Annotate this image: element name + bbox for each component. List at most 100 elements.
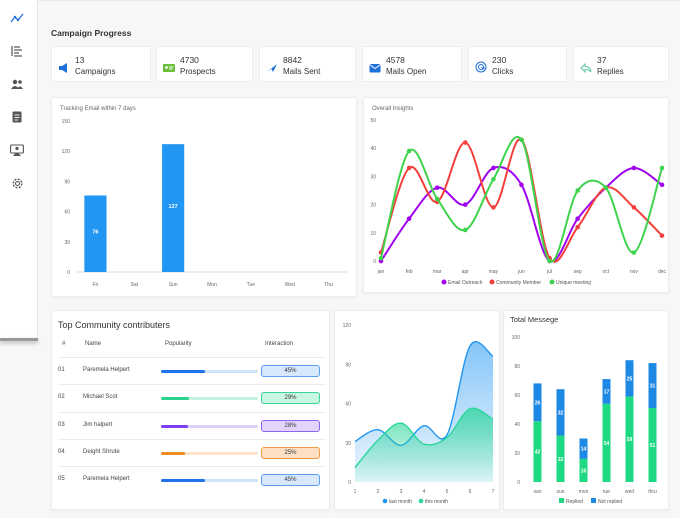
bar-segment — [625, 360, 634, 397]
y-tick-label: 50 — [370, 118, 376, 124]
bar-segment — [625, 396, 634, 482]
popularity-bar — [161, 370, 258, 373]
data-point — [463, 140, 468, 145]
gear-icon[interactable] — [9, 175, 25, 191]
series-line — [354, 341, 494, 447]
stat-value: 4578 — [386, 55, 405, 65]
analytics-icon[interactable] — [9, 10, 25, 26]
popularity-bar — [161, 451, 258, 455]
legend-marker — [441, 279, 447, 285]
y-tick-label: 40 — [514, 422, 520, 428]
sidebar-edge — [0, 338, 38, 341]
x-tick-label: Sat — [131, 282, 139, 288]
column-header[interactable]: Name — [85, 341, 102, 347]
x-tick-label: jun — [517, 269, 525, 275]
x-tick-label: mar — [433, 269, 442, 275]
contributor-name[interactable]: Paremela Helpert — [83, 367, 130, 373]
bar-value-label: 26 — [535, 400, 541, 406]
y-tick-label: 0 — [517, 480, 520, 486]
data-point — [406, 216, 412, 221]
tracking-bar-chart: 0 30 60 90 120 150 Fri 76 Sat Sun 127 Mon Tue Wed Thu — [62, 119, 348, 288]
stat-label: Replies — [597, 67, 624, 76]
tracking-chart-title: Tracking Email within 7 days — [60, 106, 136, 112]
x-tick-label: 4 — [423, 489, 426, 495]
contributor-name[interactable]: Paremela Helpert — [83, 476, 130, 483]
stat-label: Campaigns — [75, 67, 116, 76]
stat-card-replies[interactable]: 37 Replies — [573, 46, 669, 82]
tracking-email-card: Tracking Email within 7 days 0 30 60 90 120 1… — [51, 97, 357, 297]
x-tick-label: san — [533, 489, 541, 495]
interaction-badge: 45% — [261, 365, 320, 377]
contributor-name[interactable]: Jim halpert — [83, 421, 113, 428]
data-point — [406, 148, 412, 154]
y-tick-label: 20 — [514, 451, 520, 457]
bar-value-label: 32 — [558, 457, 564, 463]
contributor-name[interactable]: Michael Scot — [83, 394, 118, 401]
popularity-fill — [161, 451, 186, 455]
x-tick-label: 1 — [354, 489, 357, 495]
y-tick-label: 30 — [345, 441, 351, 447]
users-icon[interactable] — [9, 76, 25, 92]
x-tick-label: Sun — [169, 282, 178, 288]
document-icon[interactable] — [9, 109, 25, 125]
stat-label: Mails Open — [386, 67, 427, 76]
row-number: 02 — [58, 394, 65, 401]
popularity-fill — [161, 479, 205, 483]
stat-card-prospects[interactable]: 4730 Prospects — [156, 46, 253, 82]
column-header[interactable]: Interaction — [265, 341, 294, 347]
stat-card-mails-sent[interactable]: 8842 Mails Sent — [259, 46, 356, 82]
data-point — [463, 227, 468, 233]
insights-chart-title: Overall Insights — [372, 106, 414, 112]
bar-value-label: 59 — [627, 437, 633, 443]
stat-card-clicks[interactable]: 230 Clicks — [468, 46, 567, 82]
data-point — [434, 196, 440, 202]
stat-card-campaigns[interactable]: 13 Campaigns — [51, 46, 151, 82]
bar-segment — [533, 421, 542, 482]
bar-value-label: 54 — [604, 441, 610, 447]
insights-line-chart: 0 10 20 30 40 50 jan feb mar apr may jun jul sep oct no… — [370, 118, 666, 286]
row-number: 01 — [58, 367, 65, 373]
contributors-title: Top Community contributers — [58, 320, 171, 330]
bar-value-label: 31 — [650, 384, 656, 390]
list-icon[interactable] — [9, 43, 25, 59]
megaphone-icon — [58, 60, 70, 73]
y-tick-label: 40 — [370, 146, 376, 152]
mail-open-icon — [369, 60, 381, 73]
column-header[interactable]: Popularity — [165, 341, 192, 347]
bar-segment — [556, 435, 565, 482]
data-point — [575, 188, 580, 193]
column-header[interactable]: # — [62, 341, 66, 347]
x-tick-label: thru — [648, 489, 657, 495]
series-line — [380, 136, 663, 263]
y-tick-label: 30 — [64, 240, 70, 246]
x-tick-label: wed — [625, 489, 634, 495]
x-tick-label: sun — [556, 489, 564, 495]
stat-card-mails-open[interactable]: 4578 Mails Open — [362, 46, 462, 82]
data-point — [631, 165, 637, 171]
data-point — [519, 182, 524, 188]
y-tick-label: 100 — [512, 335, 521, 341]
legend-label: Community Member — [496, 280, 541, 286]
x-tick-label: sep — [574, 269, 582, 275]
x-tick-label: Mon — [207, 282, 217, 288]
x-tick-label: 6 — [469, 489, 472, 495]
bar-value-label: 17 — [604, 389, 610, 395]
data-point — [659, 165, 665, 171]
popularity-bar — [161, 479, 258, 483]
contributor-name[interactable]: Deight Shrute — [83, 448, 120, 455]
interaction-badge: 29% — [261, 392, 320, 405]
x-tick-label: feb — [406, 269, 413, 275]
legend-marker — [559, 498, 564, 503]
data-point — [659, 233, 665, 238]
row-number: 05 — [58, 476, 65, 483]
stacked-bar-chart: 0 20 40 60 80 100 42 26 san 32 32 sun 16 14 mon 54 17 tue… — [512, 335, 657, 505]
legend-marker — [418, 498, 424, 504]
legend-marker — [591, 498, 596, 503]
send-icon — [266, 60, 278, 72]
contacts-icon[interactable] — [9, 142, 25, 158]
data-point — [547, 258, 552, 264]
x-tick-label: 2 — [377, 489, 380, 495]
row-divider — [58, 357, 326, 358]
y-tick-label: 90 — [345, 362, 351, 368]
data-point — [491, 205, 496, 210]
